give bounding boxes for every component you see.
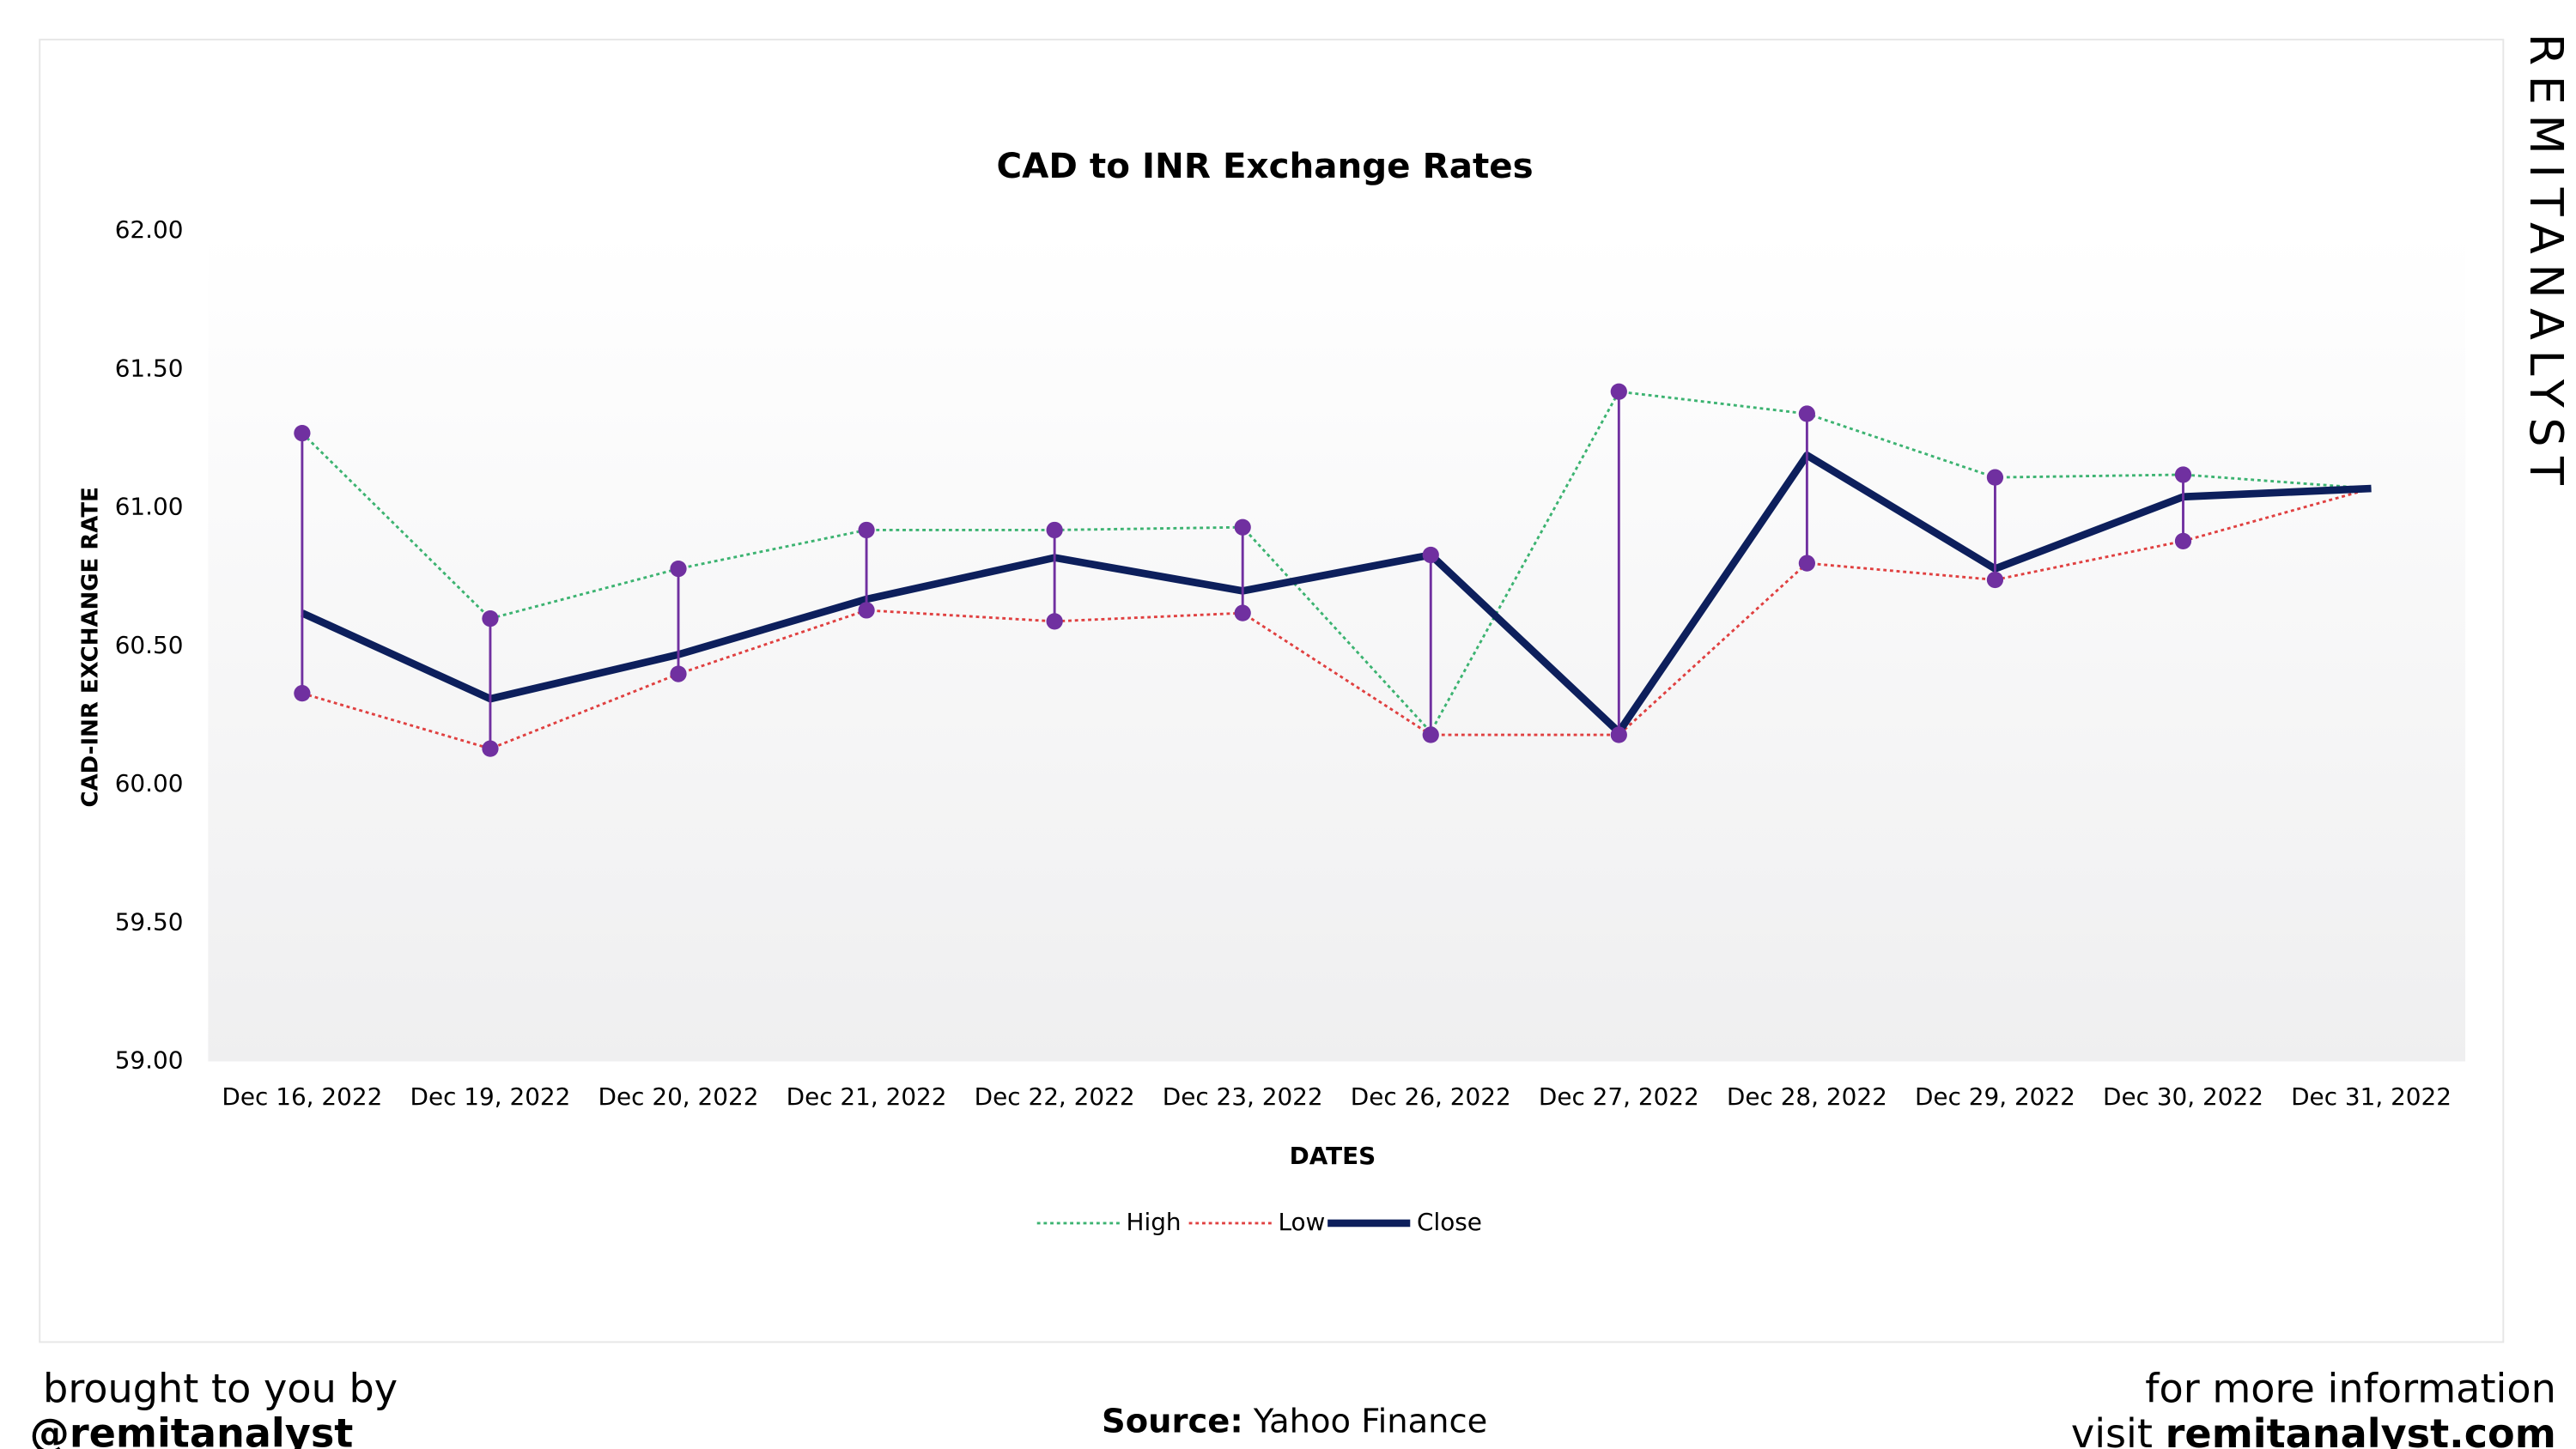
x-tick-label: Dec 21, 2022 [787,1082,947,1111]
legend-label: Close [1417,1208,1482,1236]
footer-credit: brought to you by [43,1366,398,1412]
x-tick-label: Dec 28, 2022 [1727,1082,1887,1111]
x-tick-label: Dec 26, 2022 [1351,1082,1511,1111]
range-marker [1798,405,1815,422]
footer-handle: @remitanalyst [30,1410,354,1449]
chart-title: CAD to INR Exchange Rates [996,146,1533,186]
range-marker [1610,726,1627,743]
x-tick-label: Dec 20, 2022 [598,1082,759,1111]
footer-visit: visit [2071,1410,2153,1449]
x-tick-label: Dec 31, 2022 [2291,1082,2451,1111]
x-tick-label: Dec 30, 2022 [2103,1082,2263,1111]
range-marker [1986,571,2004,589]
y-tick-label: 60.00 [115,769,184,797]
x-tick-label: Dec 27, 2022 [1539,1082,1699,1111]
range-marker [1986,469,2004,486]
range-marker [482,740,499,757]
series-line [301,452,2372,737]
range-marker [1234,604,1251,621]
x-tick-label: Dec 19, 2022 [410,1082,570,1111]
source-label: Source: [1102,1402,1243,1440]
range-marker [482,609,499,627]
legend-label: High [1127,1208,1182,1236]
x-tick-label: Dec 22, 2022 [975,1082,1135,1111]
x-tick-label: Dec 16, 2022 [222,1082,382,1111]
x-tick-label: Dec 29, 2022 [1915,1082,2075,1111]
plot-area [208,231,2466,1062]
watermark: REMITANALYST [2519,33,2573,495]
y-axis-title: CAD-INR EXCHANGE RATE [77,487,103,807]
range-marker [1046,521,1063,539]
y-tick-label: 59.50 [115,907,184,936]
range-marker [670,560,687,578]
range-marker [294,424,311,442]
y-tick-label: 62.00 [115,215,184,244]
range-marker [2174,466,2192,483]
range-marker [1422,546,1439,564]
range-marker [1422,726,1439,743]
y-tick-label: 60.50 [115,631,184,659]
range-marker [1610,383,1627,400]
y-tick-label: 59.00 [115,1046,184,1074]
footer-url: remitanalyst.com [2166,1410,2556,1449]
footer-site: visit remitanalyst.com [2071,1410,2556,1449]
range-marker [294,685,311,702]
series-line [301,487,2372,750]
y-tick-label: 61.00 [115,493,184,521]
footer-info: for more information [2145,1366,2556,1412]
range-marker [1234,518,1251,536]
source-name: Yahoo Finance [1253,1402,1487,1440]
footer-source: Source: Yahoo Finance [1102,1402,1487,1440]
range-marker [2174,532,2192,549]
range-marker [1798,555,1815,572]
range-marker [670,665,687,682]
range-marker [858,521,875,539]
y-tick-label: 61.50 [115,354,184,382]
legend-label: Low [1278,1208,1325,1236]
x-tick-label: Dec 23, 2022 [1163,1082,1323,1111]
range-marker [1046,613,1063,630]
x-axis-title: DATES [1290,1142,1376,1170]
range-marker [858,602,875,619]
